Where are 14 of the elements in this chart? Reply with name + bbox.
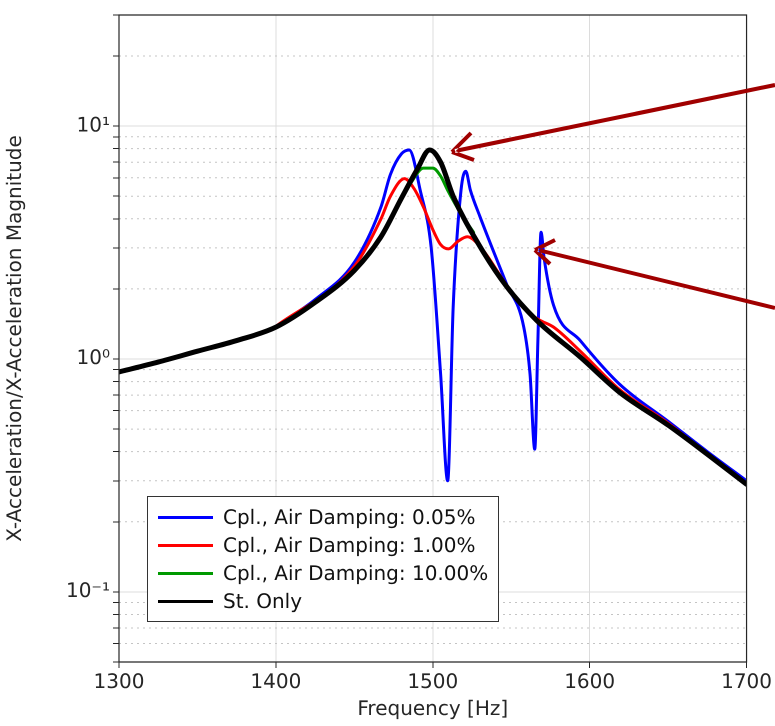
x-tick-label: 1500 xyxy=(407,669,458,694)
x-tick-label: 1700 xyxy=(721,669,772,694)
x-tick-label: 1600 xyxy=(564,669,616,694)
legend-label: Cpl., Air Damping: 0.05% xyxy=(223,504,476,531)
y-tick-label: 10⁻¹ xyxy=(66,578,110,602)
x-axis-title: Frequency [Hz] xyxy=(357,696,508,720)
y-axis-title: X-Acceleration/X-Acceleration Magnitude xyxy=(2,135,26,542)
x-tick-label: 1400 xyxy=(250,669,302,694)
x-tick-label: 1300 xyxy=(94,669,144,694)
y-tick-label: 10¹ xyxy=(76,112,110,136)
legend-label: St. Only xyxy=(223,588,302,615)
legend-label: Cpl., Air Damping: 10.00% xyxy=(223,560,488,587)
legend-label: Cpl., Air Damping: 1.00% xyxy=(223,532,476,559)
y-tick-label: 10⁰ xyxy=(76,345,110,370)
